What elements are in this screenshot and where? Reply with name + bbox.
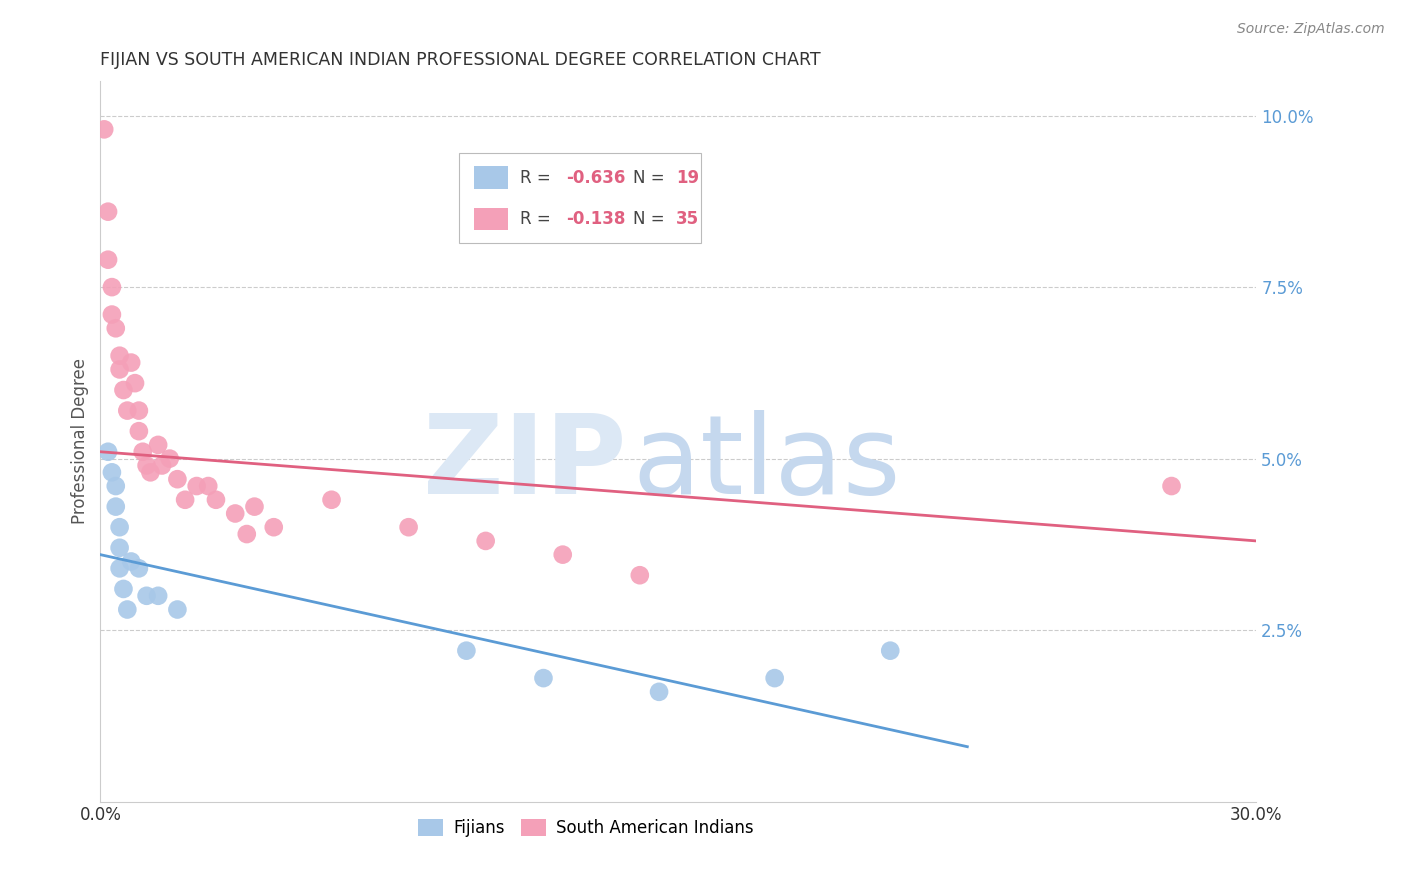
Point (224, 507, 246, 521)
Point (205, 492, 228, 507)
Text: atlas: atlas (633, 409, 901, 516)
Text: N =: N = (633, 211, 671, 228)
Text: R =: R = (520, 169, 555, 186)
Point (236, 527, 259, 541)
Text: N =: N = (633, 169, 671, 186)
Point (197, 479, 219, 493)
Point (628, 568, 651, 582)
Point (101, 466, 124, 480)
Point (101, 308, 124, 322)
Point (112, 383, 135, 397)
FancyBboxPatch shape (458, 153, 702, 244)
Point (124, 376, 146, 391)
Point (146, 438, 169, 452)
Text: -0.636: -0.636 (567, 169, 626, 186)
Point (108, 561, 131, 575)
Point (104, 479, 127, 493)
Text: ZIP: ZIP (423, 409, 626, 516)
FancyBboxPatch shape (474, 166, 509, 189)
Point (128, 424, 150, 438)
Point (108, 541, 131, 555)
Point (174, 492, 197, 507)
Point (146, 589, 169, 603)
Point (117, 403, 139, 417)
Point (321, 492, 343, 507)
Point (243, 500, 266, 514)
Point (104, 321, 127, 335)
Point (128, 403, 150, 417)
Text: 19: 19 (676, 169, 699, 186)
Point (159, 451, 181, 466)
Point (186, 479, 208, 493)
Point (533, 671, 555, 685)
Point (97, 252, 120, 267)
Point (112, 582, 135, 596)
Point (135, 589, 157, 603)
Point (97, 444, 120, 458)
Text: -0.138: -0.138 (567, 211, 626, 228)
Point (1160, 479, 1182, 493)
Text: Source: ZipAtlas.com: Source: ZipAtlas.com (1237, 22, 1385, 37)
Point (474, 533, 496, 548)
Point (456, 643, 478, 657)
Text: R =: R = (520, 211, 555, 228)
Point (128, 561, 150, 575)
FancyBboxPatch shape (474, 208, 509, 230)
Y-axis label: Professional Degree: Professional Degree (72, 359, 89, 524)
Point (132, 444, 155, 458)
Point (120, 355, 142, 369)
Point (117, 602, 139, 616)
Point (139, 466, 162, 480)
Point (398, 520, 420, 534)
Point (108, 520, 131, 534)
Point (108, 349, 131, 363)
Point (763, 671, 786, 685)
Point (648, 685, 671, 699)
Point (104, 500, 127, 514)
Point (166, 472, 188, 486)
Point (97, 204, 120, 219)
Point (551, 548, 574, 562)
Point (101, 280, 124, 294)
Point (166, 602, 188, 616)
Text: 35: 35 (676, 211, 699, 228)
Text: FIJIAN VS SOUTH AMERICAN INDIAN PROFESSIONAL DEGREE CORRELATION CHART: FIJIAN VS SOUTH AMERICAN INDIAN PROFESSI… (100, 51, 821, 69)
Point (93, 122, 115, 136)
Point (879, 643, 901, 657)
Legend: Fijians, South American Indians: Fijians, South American Indians (412, 812, 761, 844)
Point (135, 458, 157, 473)
Point (263, 520, 285, 534)
Point (150, 458, 173, 473)
Point (120, 554, 142, 568)
Point (108, 362, 131, 376)
